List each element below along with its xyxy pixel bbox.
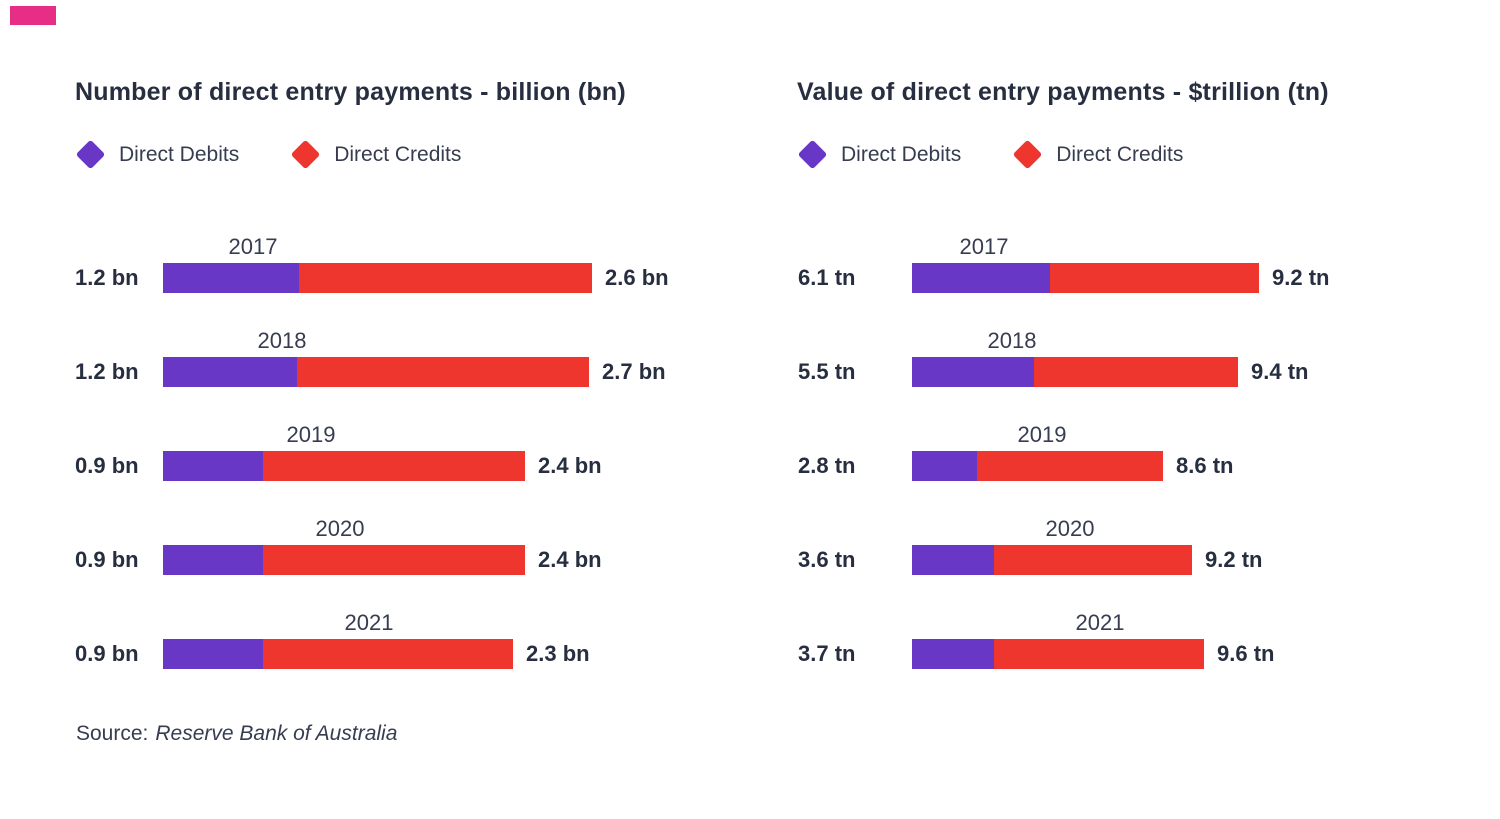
year-label: 2021 [344, 610, 394, 635]
legend: Direct Debits Direct Credits [797, 139, 1235, 170]
total-value-label: 9.2 tn [1205, 547, 1263, 572]
year-label: 2018 [987, 328, 1037, 353]
total-value-label: 9.6 tn [1217, 641, 1275, 666]
bar-credit-segment [299, 263, 592, 293]
legend-item-direct-debits: Direct Debits [75, 139, 240, 170]
legend-label: Direct Credits [334, 142, 462, 166]
stacked-bar [163, 357, 589, 387]
bar-debit-segment [912, 451, 977, 481]
year-label: 2021 [1075, 610, 1125, 635]
source-prefix: Source: [76, 722, 149, 745]
chart-title: Number of direct entry payments - billio… [75, 78, 626, 106]
total-value-label: 2.7 bn [602, 359, 666, 384]
stacked-bar [163, 545, 525, 575]
debit-value-label: 2.8 tn [798, 453, 856, 478]
chart-title: Value of direct entry payments - $trilli… [797, 78, 1329, 106]
year-label: 2020 [315, 516, 365, 541]
stacked-bar [912, 451, 1163, 481]
stacked-bar [163, 639, 513, 669]
bar-debit-segment [163, 545, 263, 575]
bar-credit-segment [977, 451, 1163, 481]
source-text: Source: Reserve Bank of Australia [76, 722, 397, 746]
bar-credit-segment [263, 545, 525, 575]
legend-label: Direct Credits [1056, 142, 1184, 166]
stacked-bar [163, 451, 525, 481]
total-value-label: 2.4 bn [538, 547, 602, 572]
debit-value-label: 3.6 tn [798, 547, 856, 572]
debit-value-label: 5.5 tn [798, 359, 856, 384]
legend-label: Direct Debits [119, 142, 240, 166]
legend-label: Direct Debits [841, 142, 962, 166]
year-label: 2017 [959, 234, 1009, 259]
year-label: 2018 [257, 328, 307, 353]
year-label: 2019 [1017, 422, 1067, 447]
bar-credit-segment [263, 639, 513, 669]
debit-value-label: 6.1 tn [798, 265, 856, 290]
year-label: 2020 [1045, 516, 1095, 541]
stacked-bar [163, 263, 592, 293]
source-name: Reserve Bank of Australia [155, 722, 398, 745]
stacked-bar [912, 639, 1204, 669]
total-value-label: 8.6 tn [1176, 453, 1234, 478]
year-label: 2019 [286, 422, 336, 447]
legend: Direct Debits Direct Credits [75, 139, 513, 170]
debit-value-label: 0.9 bn [75, 453, 139, 478]
bar-debit-segment [912, 639, 994, 669]
debit-value-label: 1.2 bn [75, 359, 139, 384]
debit-diamond-icon [797, 139, 828, 170]
legend-item-direct-credits: Direct Credits [290, 139, 462, 170]
bar-debit-segment [163, 357, 297, 387]
year-label: 2017 [228, 234, 278, 259]
bar-debit-segment [912, 357, 1034, 387]
debit-value-label: 0.9 bn [75, 547, 139, 572]
stacked-bar [912, 263, 1259, 293]
bar-credit-segment [1034, 357, 1238, 387]
stacked-bar [912, 357, 1238, 387]
stacked-bar [912, 545, 1192, 575]
bar-debit-segment [163, 639, 263, 669]
legend-item-direct-debits: Direct Debits [797, 139, 962, 170]
bar-credit-segment [297, 357, 589, 387]
debit-value-label: 3.7 tn [798, 641, 856, 666]
bar-credit-segment [994, 545, 1192, 575]
bar-debit-segment [163, 263, 299, 293]
bar-credit-segment [994, 639, 1204, 669]
total-value-label: 9.4 tn [1251, 359, 1309, 384]
total-value-label: 9.2 tn [1272, 265, 1330, 290]
brand-mark [10, 6, 56, 25]
legend-item-direct-credits: Direct Credits [1012, 139, 1184, 170]
total-value-label: 2.3 bn [526, 641, 590, 666]
debit-value-label: 1.2 bn [75, 265, 139, 290]
bar-debit-segment [912, 545, 994, 575]
bar-credit-segment [263, 451, 525, 481]
bar-debit-segment [912, 263, 1050, 293]
bar-debit-segment [163, 451, 263, 481]
bar-credit-segment [1050, 263, 1259, 293]
total-value-label: 2.4 bn [538, 453, 602, 478]
debit-value-label: 0.9 bn [75, 641, 139, 666]
credit-diamond-icon [1012, 139, 1043, 170]
total-value-label: 2.6 bn [605, 265, 669, 290]
